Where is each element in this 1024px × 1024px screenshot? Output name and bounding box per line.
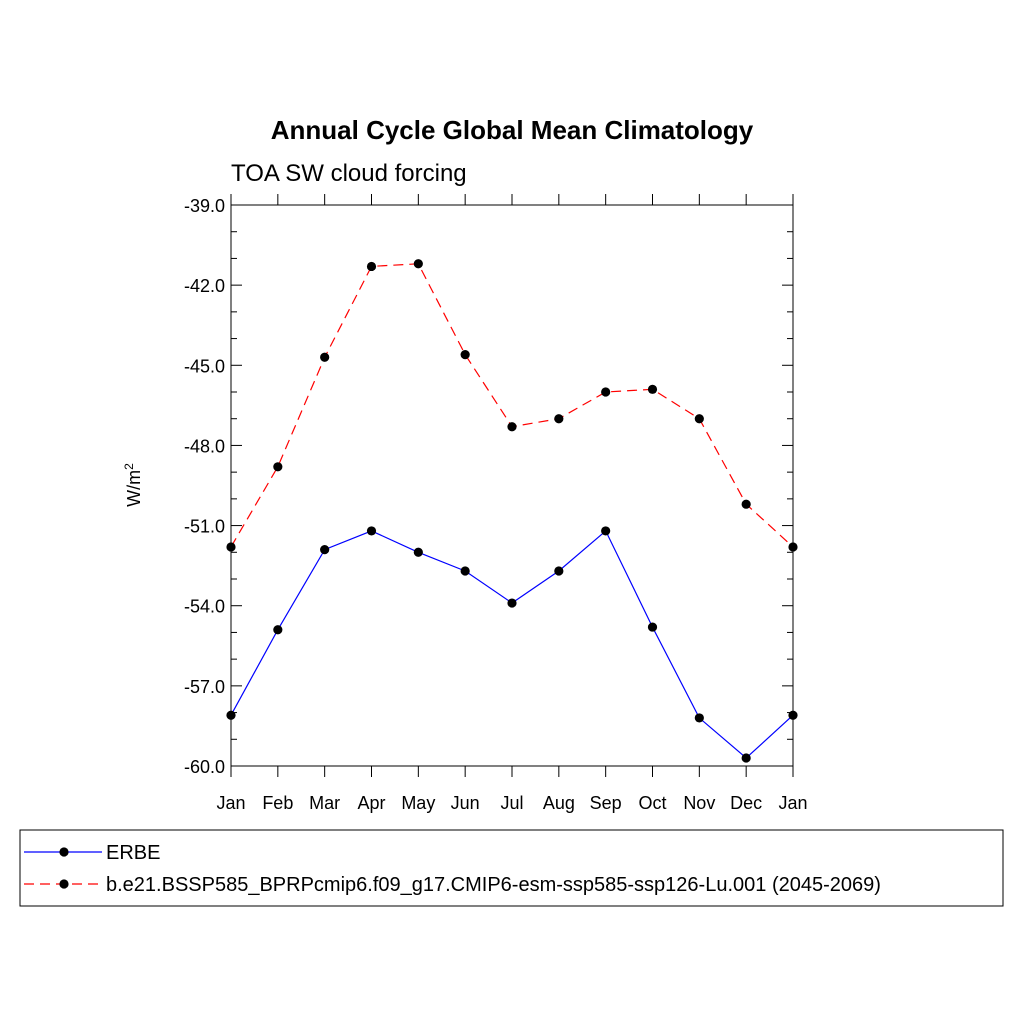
legend-label-2: b.e21.BSSP585_BPRPcmip6.f09_g17.CMIP6-es… — [106, 874, 881, 896]
series-1-point — [507, 598, 517, 608]
x-tick-label: Jan — [778, 793, 807, 813]
x-tick-label: Feb — [262, 793, 293, 813]
y-tick-label: -48.0 — [184, 436, 225, 456]
series-2-point — [366, 261, 377, 272]
series-line-2 — [230, 263, 794, 548]
series-2-point — [601, 387, 611, 397]
series-1-point — [554, 566, 564, 576]
series-1-point — [273, 625, 283, 635]
legend-label-1: ERBE — [106, 842, 160, 864]
x-tick-label: Nov — [683, 793, 715, 813]
series-1-point — [601, 526, 611, 536]
y-tick-label: -51.0 — [184, 517, 225, 537]
series-2-point — [507, 422, 517, 432]
series-1-point — [741, 753, 751, 763]
series-1-point — [320, 545, 330, 555]
y-axis-label-superscript: 2 — [122, 463, 136, 470]
legend-marker-2 — [59, 879, 69, 889]
x-tick-label: Jul — [500, 793, 523, 813]
series-1-point — [413, 547, 423, 557]
axis-ticks: -39.0 -42.0 -45.0 -48.0 -51.0 -54.0 -57.0 -60.0… — [184, 194, 808, 813]
y-axis-label-text: W/m — [124, 470, 144, 507]
series-2-point — [226, 542, 236, 552]
plot-series — [226, 259, 798, 763]
y-tick-label: -39.0 — [184, 196, 225, 216]
x-tick-label: Dec — [730, 793, 762, 813]
legend-marker-1 — [59, 847, 69, 857]
x-tick-label: May — [401, 793, 435, 813]
x-tick-label: Oct — [638, 793, 666, 813]
series-2-point — [460, 350, 470, 360]
legend: ERBE b.e21.BSSP585_BPRPcmip6.f09_g17.CMIP… — [24, 842, 881, 896]
series-1-point — [788, 710, 798, 720]
series-2-point — [273, 462, 283, 472]
x-tick-label: Mar — [309, 793, 340, 813]
y-tick-label: -45.0 — [184, 356, 225, 376]
y-axis-label: W/m2 — [122, 463, 144, 507]
x-tick-label: Sep — [590, 793, 622, 813]
series-1-point — [366, 526, 377, 536]
series-2-point — [741, 499, 751, 509]
y-tick-label: -42.0 — [184, 276, 225, 296]
plot-frame — [230, 204, 794, 767]
y-tick-label: -57.0 — [184, 677, 225, 697]
series-2-point — [694, 414, 704, 424]
series-1-point — [647, 622, 658, 632]
series-2-point — [413, 259, 423, 269]
y-tick-label: -54.0 — [184, 597, 225, 617]
x-tick-label: Jan — [216, 793, 245, 813]
series-2-point — [788, 542, 798, 552]
series-1-point — [226, 710, 236, 720]
chart-subtitle: TOA SW cloud forcing — [231, 160, 467, 187]
y-tick-label: -60.0 — [184, 757, 225, 777]
series-line-1 — [230, 529, 794, 759]
x-tick-label: Jun — [451, 793, 480, 813]
series-2-point — [647, 384, 658, 394]
series-1-point — [460, 566, 470, 576]
x-tick-label: Aug — [543, 793, 575, 813]
series-2-point — [320, 352, 330, 362]
chart-title: Annual Cycle Global Mean Climatology — [271, 115, 754, 145]
x-tick-label: Apr — [357, 793, 385, 813]
legend-box — [19, 829, 1004, 907]
series-2-point — [554, 414, 564, 424]
series-1-point — [694, 713, 704, 723]
